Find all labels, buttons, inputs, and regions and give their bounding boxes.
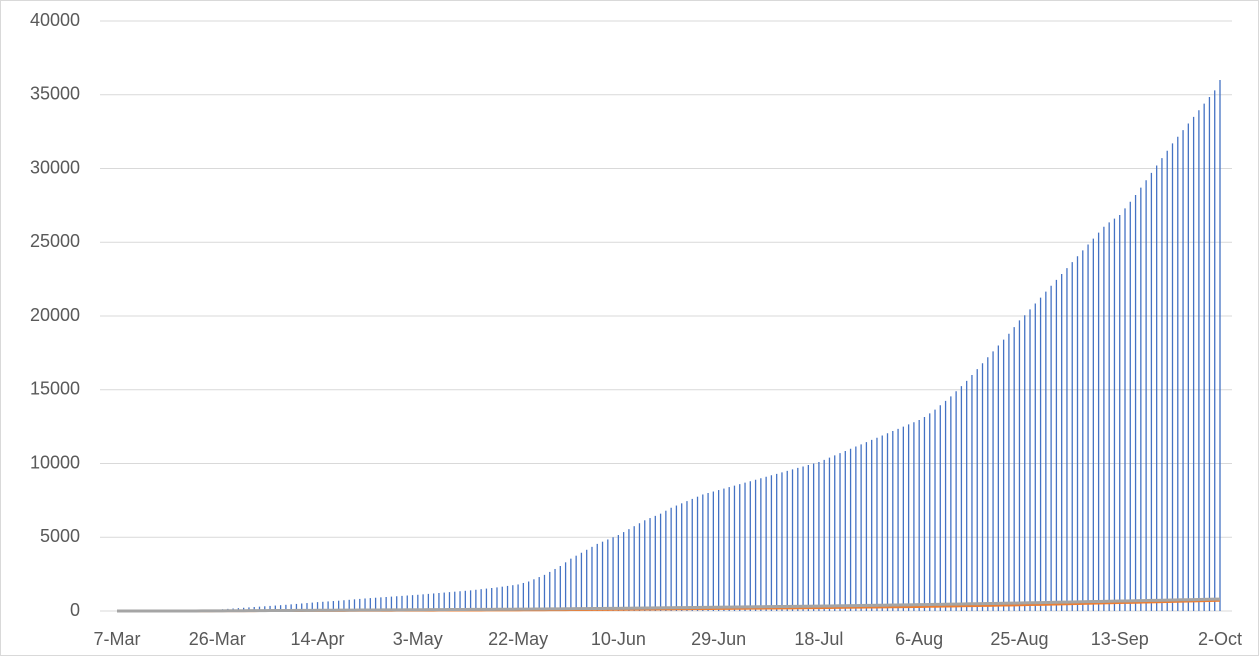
x-tick-label: 25-Aug [990,629,1048,649]
x-tick-label: 18-Jul [794,629,843,649]
y-tick-label: 40000 [30,10,80,30]
y-tick-label: 30000 [30,157,80,177]
y-tick-label: 5000 [40,526,80,546]
y-tick-label: 0 [70,600,80,620]
y-tick-label: 15000 [30,379,80,399]
y-tick-label: 10000 [30,452,80,472]
series-line [117,597,1221,613]
x-tick-label: 3-May [393,629,443,649]
y-tick-label: 20000 [30,305,80,325]
y-tick-label: 25000 [30,231,80,251]
y-tick-label: 35000 [30,84,80,104]
x-tick-label: 13-Sep [1091,629,1149,649]
x-tick-label: 6-Aug [895,629,943,649]
x-tick-label: 2-Oct [1198,629,1242,649]
x-tick-label: 22-May [488,629,548,649]
x-tick-label: 26-Mar [189,629,246,649]
x-tick-label: 10-Jun [591,629,646,649]
x-tick-label: 29-Jun [691,629,746,649]
x-tick-label: 14-Apr [291,629,345,649]
x-tick-label: 7-Mar [93,629,140,649]
